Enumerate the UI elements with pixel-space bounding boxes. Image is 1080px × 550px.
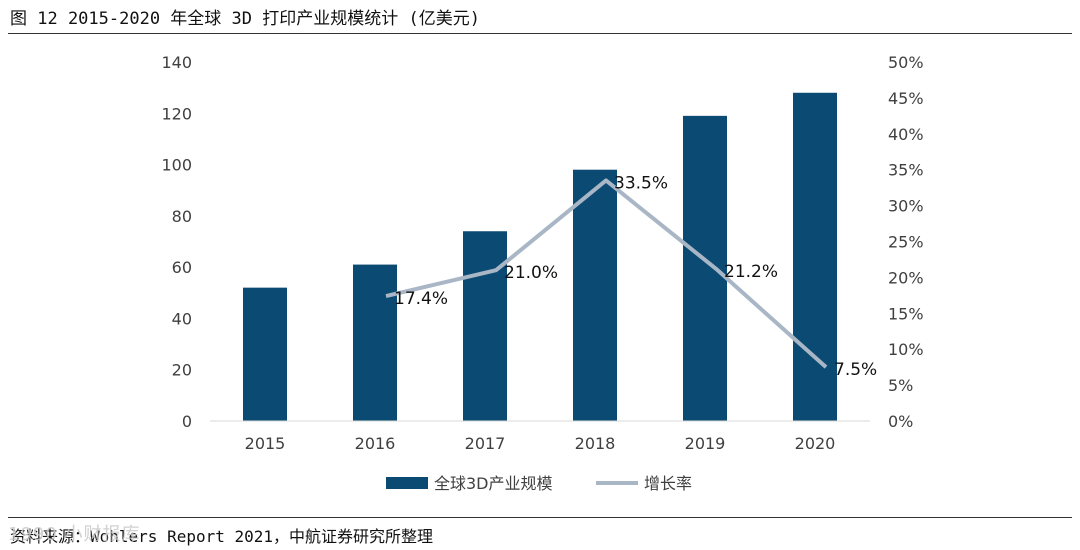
legend-label-line: 增长率: [644, 474, 692, 493]
x-tick-label: 2016: [355, 434, 396, 453]
bar-2018: [573, 169, 617, 421]
right-tick-label: 0%: [888, 412, 913, 431]
x-tick-label: 2017: [465, 434, 506, 453]
data-label: 21.2%: [724, 262, 778, 282]
left-tick-label: 40: [172, 309, 192, 328]
legend-label-bar: 全球3D产业规模: [434, 474, 553, 493]
bar-2016: [353, 264, 397, 421]
right-tick-label: 35%: [888, 161, 924, 180]
bottom-rule: [8, 517, 1072, 518]
left-tick-label: 80: [172, 207, 192, 226]
left-tick-label: 60: [172, 258, 192, 277]
legend-swatch-bar: [386, 477, 428, 489]
left-tick-label: 140: [161, 53, 192, 72]
left-axis: 0 20 40 60 80 100 120 140: [161, 53, 192, 431]
bar-2017: [463, 231, 507, 421]
bar-2015: [243, 287, 287, 421]
right-tick-label: 50%: [888, 53, 924, 72]
right-tick-label: 30%: [888, 197, 924, 216]
right-axis: 0% 5% 10% 15% 20% 25% 30% 35% 40% 45% 50%: [888, 53, 924, 431]
data-label: 17.4%: [394, 289, 448, 309]
x-tick-label: 2020: [795, 434, 836, 453]
x-tick-label: 2019: [685, 434, 726, 453]
right-tick-label: 45%: [888, 89, 924, 108]
bar-2020: [793, 92, 837, 421]
right-tick-label: 10%: [888, 340, 924, 359]
right-tick-label: 40%: [888, 125, 924, 144]
left-tick-label: 20: [172, 361, 192, 380]
watermark: 1990 小财报库: [8, 524, 141, 545]
right-tick-label: 25%: [888, 233, 924, 252]
data-label: 7.5%: [834, 360, 877, 380]
right-tick-label: 20%: [888, 268, 924, 287]
x-tick-label: 2018: [575, 434, 616, 453]
line-series: 17.4% 21.0% 33.5% 21.2% 7.5%: [385, 173, 877, 380]
data-label: 33.5%: [614, 173, 668, 193]
top-rule: [8, 33, 1072, 34]
chart-title: 图 12 2015-2020 年全球 3D 打印产业规模统计 (亿美元): [10, 9, 480, 29]
legend: 全球3D产业规模 增长率: [386, 474, 692, 493]
left-tick-label: 100: [161, 156, 192, 175]
left-tick-label: 120: [161, 104, 192, 123]
x-tick-label: 2015: [245, 434, 286, 453]
right-tick-label: 5%: [888, 376, 913, 395]
bar-series: [243, 92, 837, 421]
x-axis: 2015 2016 2017 2018 2019 2020: [245, 434, 836, 453]
growth-rate-line: [385, 178, 828, 369]
chart: 0 20 40 60 80 100 120 140 0% 5% 10% 15% 20% 25% 30% 35…: [161, 53, 924, 493]
data-label: 21.0%: [504, 263, 558, 283]
right-tick-label: 15%: [888, 304, 924, 323]
source-note: 资料来源：Wohlers Report 2021，中航证券研究所整理: [10, 527, 434, 546]
bar-2019: [683, 115, 727, 421]
left-tick-label: 0: [182, 412, 192, 431]
